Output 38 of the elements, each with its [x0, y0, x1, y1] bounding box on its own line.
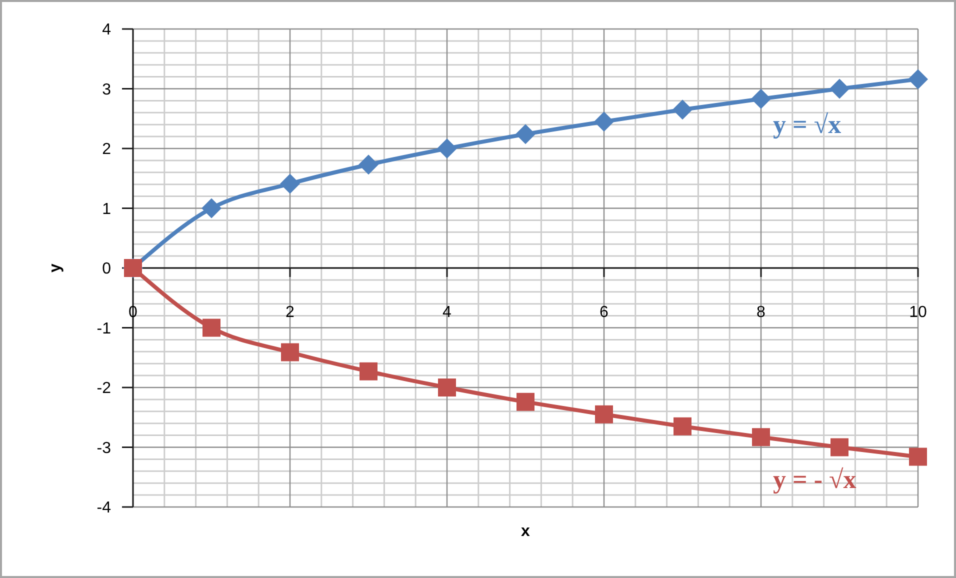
- point: [752, 428, 770, 446]
- y-tick-label: -1: [96, 320, 112, 338]
- series-label: y = - √x: [773, 464, 856, 494]
- series-label: y = √x: [773, 110, 842, 140]
- point: [280, 174, 300, 194]
- y-tick-label: -4: [96, 500, 112, 517]
- point: [674, 417, 692, 436]
- point: [516, 392, 534, 411]
- y-tick-label: -2: [96, 380, 112, 398]
- point: [516, 124, 536, 144]
- point: [830, 438, 848, 456]
- point: [672, 100, 692, 120]
- point: [438, 378, 456, 396]
- x-axis-title: x: [521, 523, 530, 540]
- y-tick-label: 0: [102, 260, 112, 278]
- point: [830, 78, 850, 99]
- point: [594, 112, 614, 132]
- x-tick-label: 2: [286, 304, 295, 321]
- y-tick-label: 4: [102, 22, 112, 39]
- y-tick-label: 3: [102, 81, 112, 98]
- point: [202, 318, 220, 337]
- x-tick-label: 8: [756, 304, 766, 321]
- point: [751, 88, 771, 109]
- point: [908, 69, 928, 90]
- y-tick-label: -3: [96, 440, 112, 457]
- point: [595, 405, 613, 424]
- y-axis-title: y: [47, 263, 64, 272]
- point: [360, 362, 378, 380]
- point: [437, 138, 457, 158]
- point: [909, 448, 927, 466]
- point: [202, 198, 222, 218]
- point: [281, 343, 299, 362]
- point: [358, 154, 378, 175]
- x-tick-label: 4: [442, 304, 452, 321]
- x-tick-label: 6: [600, 304, 609, 321]
- x-tick-label: 10: [909, 304, 927, 321]
- y-tick-label: 2: [102, 141, 112, 158]
- y-tick-label: 1: [102, 200, 112, 218]
